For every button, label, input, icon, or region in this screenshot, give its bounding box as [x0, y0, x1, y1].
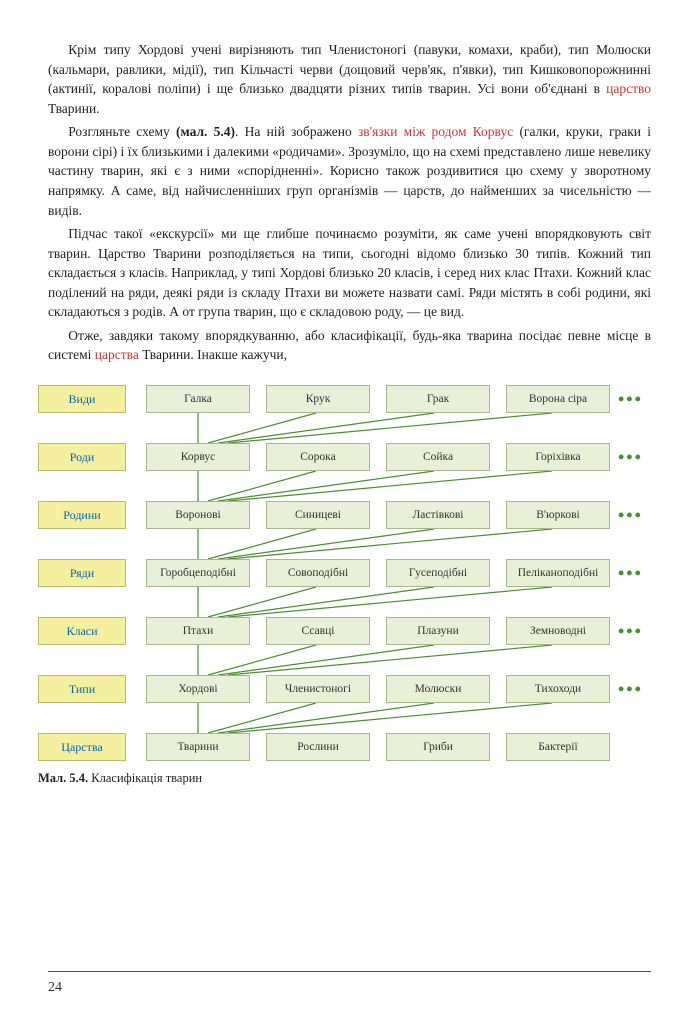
- ellipsis-dots: •••: [618, 563, 643, 584]
- ellipsis-dots: •••: [618, 679, 643, 700]
- textbook-page: Крім типу Хордові учені вирізняють тип Ч…: [0, 0, 699, 1024]
- taxonomy-box: Корвус: [146, 443, 250, 471]
- paragraph-2: Розгляньте схему (мал. 5.4). На ній зобр…: [48, 122, 651, 220]
- caption-rest: Класифікація тварин: [88, 771, 202, 785]
- p2-text-a: Розгляньте схему: [68, 124, 176, 139]
- taxonomy-box: Воронові: [146, 501, 250, 529]
- taxonomy-box: Молюски: [386, 675, 490, 703]
- taxonomy-box: Земноводні: [506, 617, 610, 645]
- ellipsis-dots: •••: [618, 505, 643, 526]
- row-label: Ряди: [38, 559, 126, 587]
- p1-text-b: Тварини.: [48, 101, 100, 116]
- ellipsis-dots: •••: [618, 621, 643, 642]
- taxonomy-box: Бактерії: [506, 733, 610, 761]
- paragraph-3: Підчас такої «екскурсії» ми ще глибше по…: [48, 224, 651, 322]
- taxonomy-box: Синицеві: [266, 501, 370, 529]
- taxonomy-box: Гриби: [386, 733, 490, 761]
- p2-text-b: . На ній зображено: [235, 124, 358, 139]
- taxonomy-box: Членистоногі: [266, 675, 370, 703]
- row-label: Види: [38, 385, 126, 413]
- taxonomy-box: Тварини: [146, 733, 250, 761]
- taxonomy-box: Крук: [266, 385, 370, 413]
- taxonomy-box: Гусеподібні: [386, 559, 490, 587]
- diagram-row: Царства Тварини Рослини Гриби Бактерії: [38, 733, 658, 761]
- figure-caption: Мал. 5.4. Класифікація тварин: [38, 771, 658, 786]
- taxonomy-box: Совоподібні: [266, 559, 370, 587]
- diagram-row: Типи Хордові Членистоногі Молюски Тихоходи ••…: [38, 675, 658, 703]
- row-label: Родини: [38, 501, 126, 529]
- page-number: 24: [48, 980, 62, 996]
- diagram-row: Види Галка Крук Грак Ворона сіра •••: [38, 385, 658, 413]
- row-label: Класи: [38, 617, 126, 645]
- taxonomy-box: Галка: [146, 385, 250, 413]
- p2-bold: (мал. 5.4): [176, 124, 235, 139]
- taxonomy-box: Грак: [386, 385, 490, 413]
- paragraph-1: Крім типу Хордові учені вирізняють тип Ч…: [48, 40, 651, 118]
- taxonomy-box: Пелікано­подібні: [506, 559, 610, 587]
- diagram-row: Роди Корвус Сорока Сойка Горіхівка •••: [38, 443, 658, 471]
- caption-bold: Мал. 5.4.: [38, 771, 88, 785]
- taxonomy-box: Ворона сіра: [506, 385, 610, 413]
- taxonomy-box: Птахи: [146, 617, 250, 645]
- diagram-row: Ряди Горобцеподібні Совоподібні Гусеподібні…: [38, 559, 658, 587]
- taxonomy-box: Сойка: [386, 443, 490, 471]
- taxonomy-box: Рослини: [266, 733, 370, 761]
- p4-text-b: Тварини. Інакше кажучи,: [139, 347, 287, 362]
- p2-red: зв'язки між родом Корвус: [358, 124, 513, 139]
- diagram-row: Класи Птахи Ссавці Плазуни Земноводні •••: [38, 617, 658, 645]
- taxonomy-box: Горобцеподібні: [146, 559, 250, 587]
- p1-text-a: Крім типу Хордові учені вирізняють тип Ч…: [48, 42, 651, 96]
- row-label: Царства: [38, 733, 126, 761]
- taxonomy-box: Горіхівка: [506, 443, 610, 471]
- p4-red: царства: [95, 347, 139, 362]
- p1-red: царство: [606, 81, 651, 96]
- classification-diagram: Види Галка Крук Грак Ворона сіра ••• Роди Корву…: [38, 385, 658, 786]
- taxonomy-box: Сорока: [266, 443, 370, 471]
- paragraph-4: Отже, завдяки такому впорядкуванню, або …: [48, 326, 651, 365]
- ellipsis-dots: •••: [618, 447, 643, 468]
- row-label: Роди: [38, 443, 126, 471]
- footer-line: [48, 971, 651, 972]
- row-label: Типи: [38, 675, 126, 703]
- taxonomy-box: В'юркові: [506, 501, 610, 529]
- ellipsis-dots: •••: [618, 389, 643, 410]
- taxonomy-box: Плазуни: [386, 617, 490, 645]
- taxonomy-box: Ластівкові: [386, 501, 490, 529]
- diagram-row: Родини Воронові Синицеві Ластівкові В'юркові…: [38, 501, 658, 529]
- taxonomy-box: Ссавці: [266, 617, 370, 645]
- taxonomy-box: Тихоходи: [506, 675, 610, 703]
- taxonomy-box: Хордові: [146, 675, 250, 703]
